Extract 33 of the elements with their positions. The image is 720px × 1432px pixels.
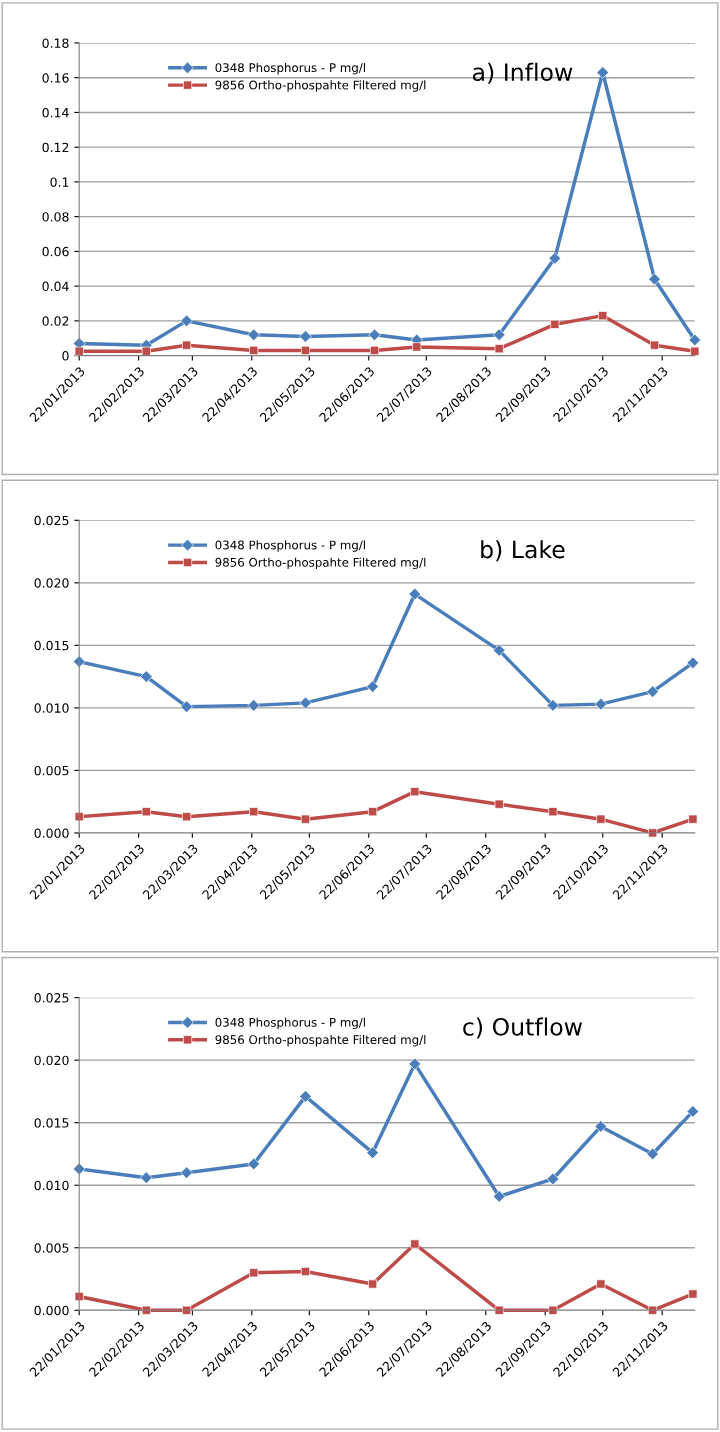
y-tick-label: 0.005: [34, 765, 69, 776]
y-tick-label: 0: [62, 351, 69, 361]
y-tick-label: 0.06: [42, 246, 69, 257]
y-tick-label: 0.02: [42, 316, 69, 326]
legend-label: 0348 Phosphorus - P mg/l: [215, 62, 365, 75]
y-tick-label: 0.020: [34, 578, 69, 588]
text: c) Outflow: [463, 1017, 583, 1039]
y-tick-label: 0.1: [50, 177, 69, 187]
y-tick-label: 0.16: [42, 73, 69, 83]
y-tick-label: 0.010: [34, 703, 69, 713]
point: [300, 1266, 311, 1277]
legend-label: 9856 Ortho-phospahte Filtered mg/l: [215, 80, 426, 92]
y-tick-label: 0.010: [34, 1180, 69, 1191]
y-tick-label: 0.04: [42, 281, 69, 292]
legend-label: 0348 Phosphorus - P mg/l: [215, 540, 365, 552]
y-tick-label: 0.12: [42, 142, 69, 153]
text: a) Inflow: [472, 62, 573, 84]
y-tick-label: 0.015: [34, 640, 69, 651]
y-tick-label: 0.005: [34, 1243, 69, 1253]
text: b) Lake: [481, 540, 565, 562]
legend-label: 9856 Ortho-phospahte Filtered mg/l: [215, 557, 426, 570]
y-tick-label: 0.000: [34, 828, 69, 838]
y-tick-label: 0.020: [34, 1055, 69, 1066]
y-tick-label: 0.015: [34, 1118, 69, 1128]
y-tick-label: 0.025: [34, 515, 69, 526]
legend-label: 9856 Ortho-phospahte Filtered mg/l: [215, 1034, 426, 1047]
y-tick-label: 0.025: [34, 993, 69, 1003]
y-tick-label: 0.08: [42, 212, 69, 222]
y-tick-label: 0.14: [42, 107, 69, 118]
y-tick-label: 0.18: [42, 38, 69, 48]
y-tick-label: 0.000: [34, 1305, 69, 1316]
point: [370, 345, 380, 355]
legend-label: 0348 Phosphorus - P mg/l: [215, 1017, 365, 1030]
